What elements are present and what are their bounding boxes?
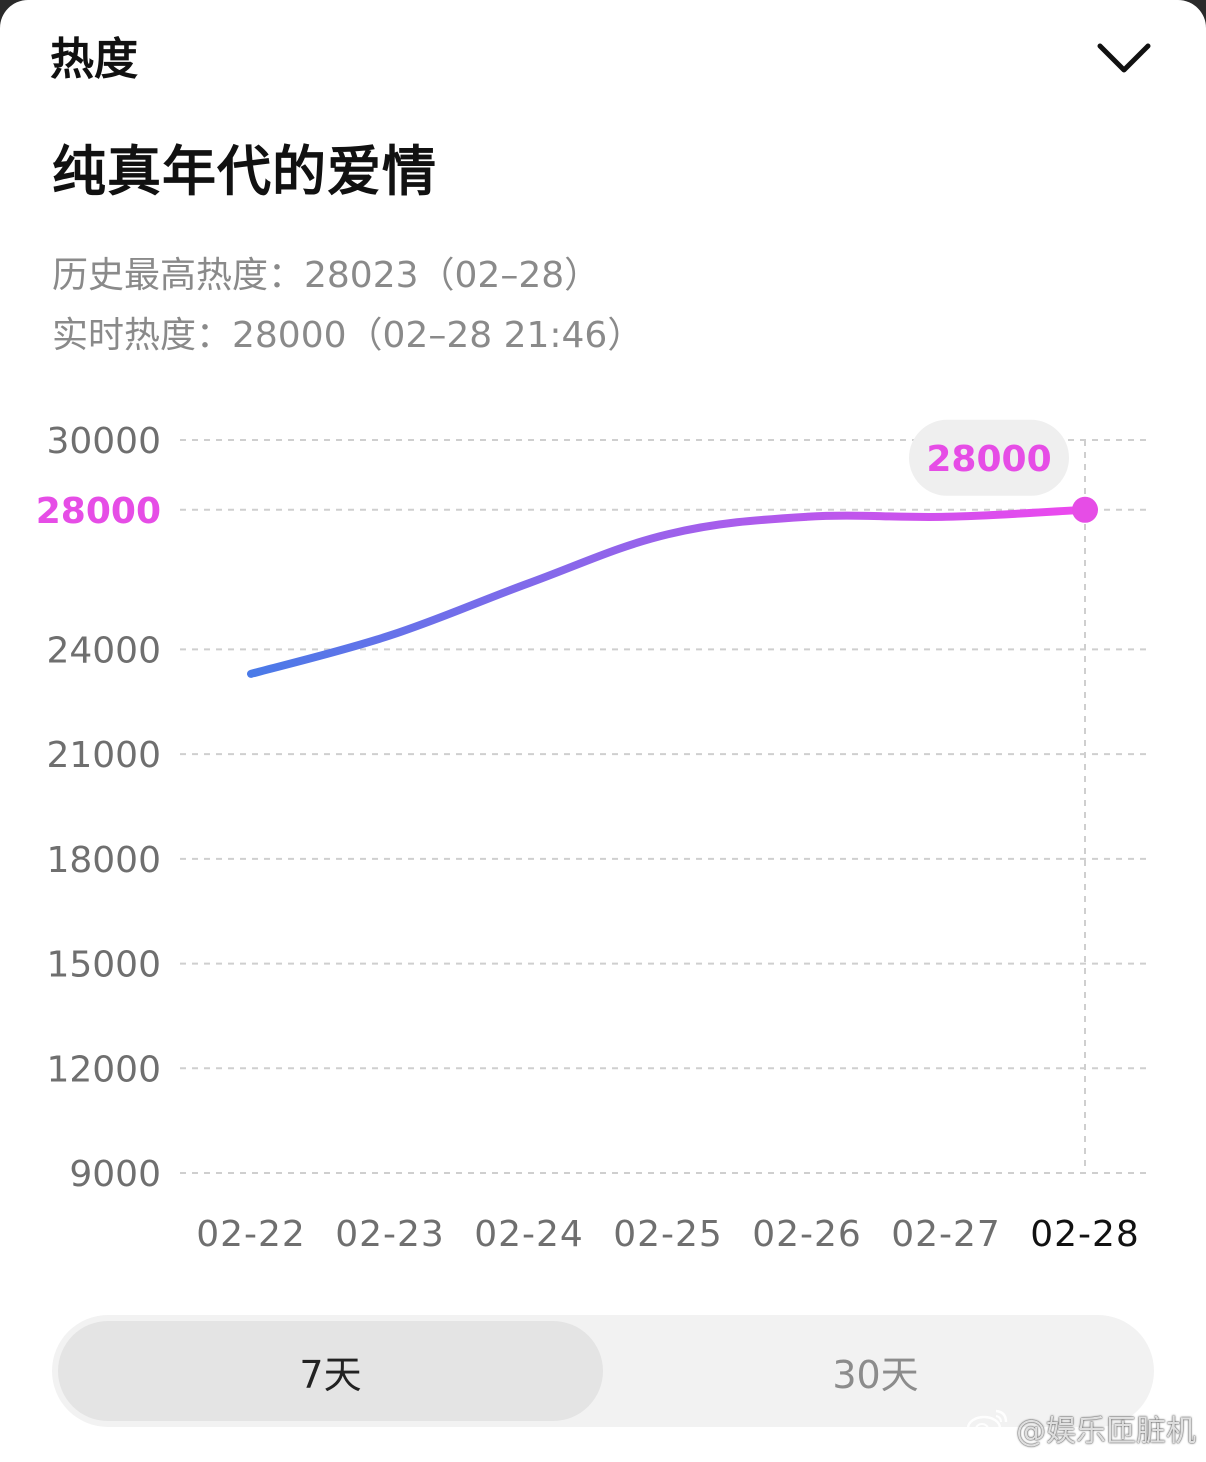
range-7-days-button[interactable]: 7天 — [58, 1321, 603, 1421]
x-tick-label: 02-25 — [613, 1214, 723, 1255]
y-tick-label: 12000 — [46, 1049, 161, 1090]
y-tick-label: 30000 — [46, 421, 161, 462]
x-tick-label: 02-27 — [891, 1214, 1001, 1255]
panel-title: 热度 — [50, 34, 138, 85]
y-tick-label: 9000 — [69, 1154, 161, 1195]
x-tick-label: 02-23 — [335, 1214, 445, 1255]
realtime-heat: 实时热度：28000（02–28 21:46） — [52, 315, 644, 356]
heat-trend-chart: 900012000150001800021000240002800030000 … — [36, 419, 1150, 1255]
x-tick-label: 02-24 — [474, 1214, 584, 1255]
y-tick-label: 15000 — [46, 945, 161, 986]
y-tick-label: 24000 — [46, 630, 161, 671]
topic-title: 纯真年代的爱情 — [52, 140, 437, 203]
time-range-toggle: 7天 30天 — [52, 1315, 1154, 1427]
x-tick-label: 02-28 — [1030, 1214, 1140, 1255]
x-tick-label: 02-22 — [196, 1214, 306, 1255]
historical-peak-heat: 历史最高热度：28023（02–28） — [52, 255, 601, 296]
y-tick-label: 28000 — [36, 491, 161, 532]
watermark-text: @娱乐匝脏机 — [1016, 1414, 1196, 1449]
x-tick-label: 02-26 — [752, 1214, 862, 1255]
range-30-days-button[interactable]: 30天 — [832, 1352, 919, 1397]
highlight-point — [1072, 496, 1098, 523]
chevron-down-icon[interactable] — [1094, 26, 1154, 86]
y-tick-label: 18000 — [46, 840, 161, 881]
highlight-value-bubble — [909, 419, 1069, 496]
weibo-logo-icon — [966, 1407, 1010, 1449]
highlight-value-label: 28000 — [926, 439, 1051, 480]
heat-series-line — [247, 505, 1089, 678]
watermark: @娱乐匝脏机 — [966, 1406, 1196, 1450]
y-tick-label: 21000 — [46, 735, 161, 776]
